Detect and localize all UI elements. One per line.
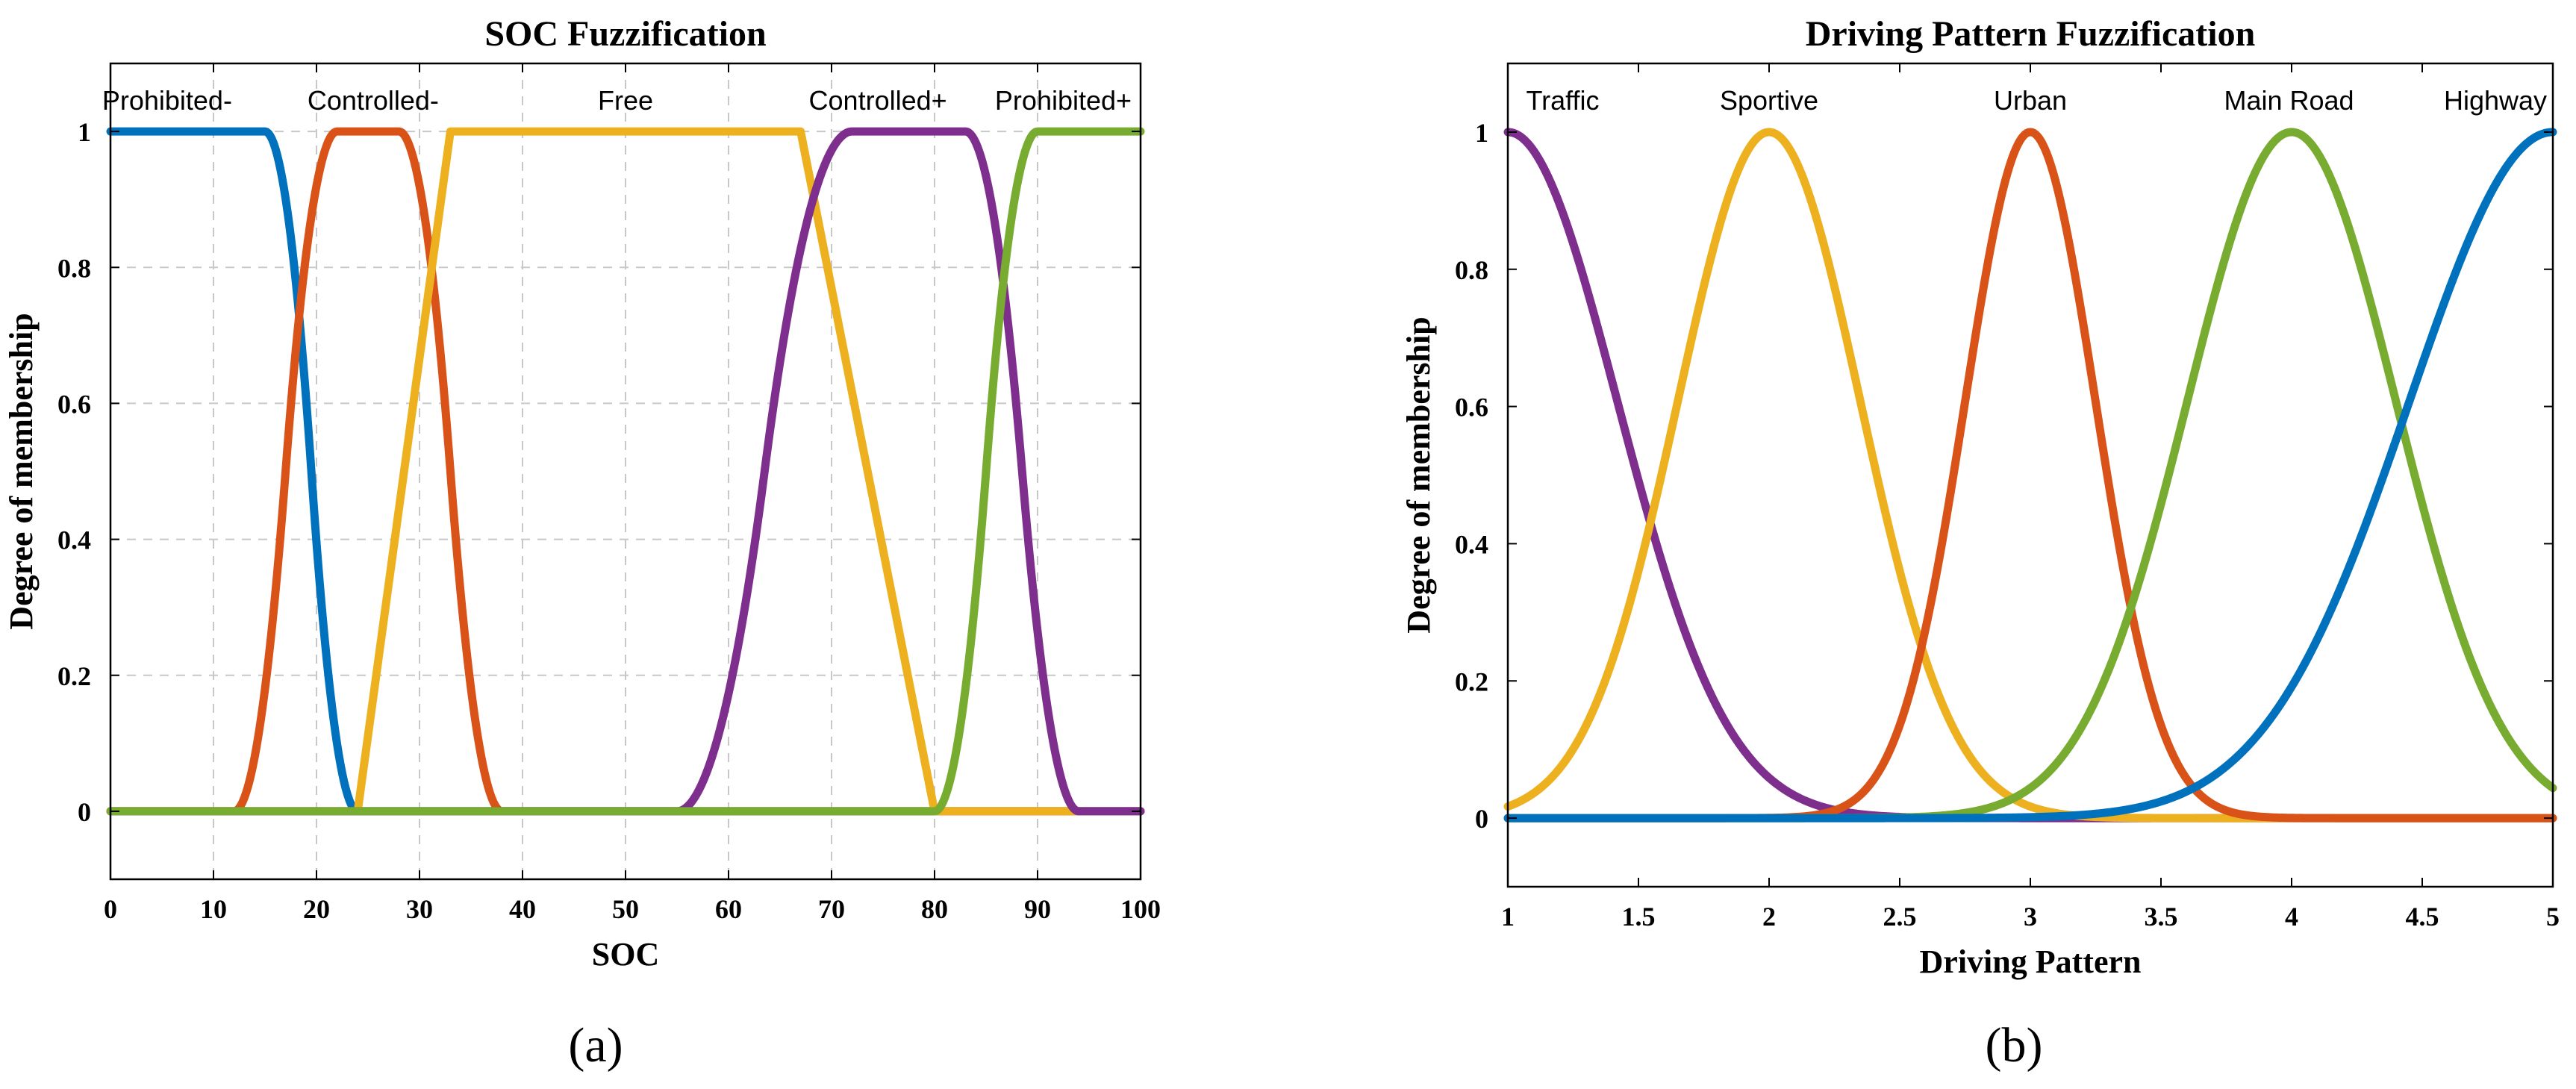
x-tick-label: 4.5 xyxy=(2406,902,2439,932)
x-tick-label: 0 xyxy=(104,894,117,924)
y-tick-label: 0.6 xyxy=(57,389,91,419)
caption-a: (a) xyxy=(568,1018,623,1073)
chart-driving-pattern-fuzzification: 1 1.5 2 2.5 3 3.5 4 4.5 5 0 0.2 0.4 0.6 0.8 1 Driving P… xyxy=(1400,14,2560,980)
series-line-highway xyxy=(1503,128,2557,823)
x-tick-label: 40 xyxy=(509,894,536,924)
y-tick-label: 0.8 xyxy=(1455,255,1488,285)
y-tick-label: 0.4 xyxy=(1455,529,1488,559)
x-tick-label: 100 xyxy=(1120,894,1161,924)
legend-label: Highway xyxy=(2444,85,2547,116)
x-tick-label: 70 xyxy=(818,894,845,924)
series-line-prohibited xyxy=(106,127,1145,816)
x-tick-label: 3.5 xyxy=(2145,902,2178,932)
x-tick-label: 2.5 xyxy=(1883,902,1917,932)
legend-label: Controlled+ xyxy=(809,85,947,116)
series-line-sportive xyxy=(1503,128,2557,823)
y-axis-label: Degree of membership xyxy=(3,313,40,629)
y-axis-label: Degree of membership xyxy=(1400,316,1437,633)
y-tick-label: 0 xyxy=(78,797,91,827)
y-tick-label: 0.6 xyxy=(1455,393,1488,422)
legend-label: Sportive xyxy=(1720,85,1818,116)
x-tick-label: 3 xyxy=(2024,902,2037,932)
x-tick-label: 1 xyxy=(1501,902,1515,932)
y-tick-label: 0.2 xyxy=(1455,667,1488,696)
chart-title: Driving Pattern Fuzzification xyxy=(1806,14,2256,54)
x-tick-label: 60 xyxy=(715,894,742,924)
series-lines xyxy=(1503,128,2557,823)
y-tick-label: 0 xyxy=(1475,804,1488,834)
x-tick-label: 30 xyxy=(406,894,433,924)
y-tick-label: 0.2 xyxy=(57,661,91,691)
x-tick-label: 2 xyxy=(1762,902,1776,932)
chart-title: SOC Fuzzification xyxy=(484,14,766,54)
series-lines xyxy=(106,127,1145,816)
x-tick-label: 4 xyxy=(2285,902,2298,932)
x-tick-label: 50 xyxy=(612,894,639,924)
x-tick-label: 5 xyxy=(2546,902,2560,932)
legend-label: Traffic xyxy=(1526,85,1599,116)
chart-soc-fuzzification: 0 10 20 30 40 50 60 70 80 90 100 0 0.2 0.4 0.6 0.8 1 SOC … xyxy=(3,14,1161,973)
x-axis-label: SOC xyxy=(592,936,659,973)
legend-label: Free xyxy=(598,85,653,116)
x-tick-label: 90 xyxy=(1024,894,1051,924)
x-tick-label: 20 xyxy=(303,894,330,924)
y-tick-label: 0.8 xyxy=(57,253,91,283)
x-tick-label: 10 xyxy=(200,894,227,924)
y-tick-label: 0.4 xyxy=(57,525,91,555)
legend-label: Prohibited+ xyxy=(995,85,1132,116)
legend-label: Urban xyxy=(1994,85,2067,116)
x-axis-label: Driving Pattern xyxy=(1920,943,2142,980)
legend-label: Prohibited- xyxy=(102,85,232,116)
legend-label: Main Road xyxy=(2224,85,2354,116)
y-tick-label: 1 xyxy=(1475,118,1488,148)
y-tick-label: 1 xyxy=(78,117,91,147)
legend-label: Controlled- xyxy=(308,85,439,116)
caption-b: (b) xyxy=(1986,1018,2043,1073)
x-tick-label: 80 xyxy=(921,894,948,924)
x-tick-label: 1.5 xyxy=(1622,902,1656,932)
